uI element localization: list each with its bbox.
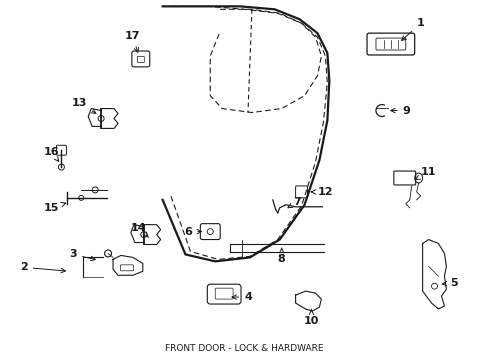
Text: 2: 2 (20, 262, 65, 273)
Text: 16: 16 (43, 147, 59, 161)
Text: 12: 12 (311, 187, 332, 197)
Text: 6: 6 (184, 226, 201, 237)
Text: 5: 5 (442, 278, 457, 288)
Text: 8: 8 (277, 248, 285, 264)
Text: 3: 3 (69, 249, 95, 261)
Text: FRONT DOOR - LOCK & HARDWARE: FRONT DOOR - LOCK & HARDWARE (164, 344, 323, 353)
Text: 1: 1 (401, 18, 424, 40)
Text: 17: 17 (125, 31, 141, 52)
Text: 4: 4 (231, 292, 251, 302)
Text: 10: 10 (303, 310, 319, 326)
Text: 14: 14 (131, 222, 148, 237)
Text: 9: 9 (390, 105, 410, 116)
Text: 7: 7 (287, 197, 301, 208)
Text: 11: 11 (414, 167, 435, 180)
Text: 13: 13 (71, 98, 96, 113)
Text: 15: 15 (44, 202, 65, 213)
